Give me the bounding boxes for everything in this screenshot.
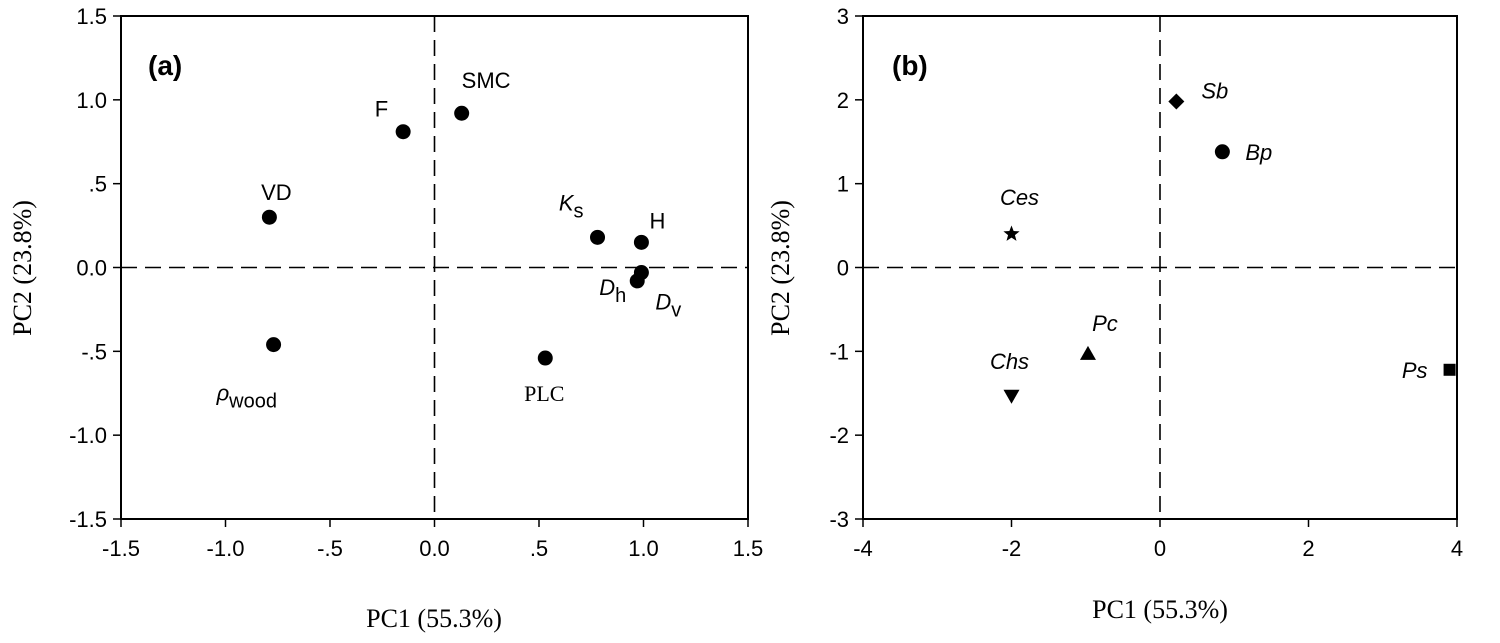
x-tick-label: 1.0 <box>628 536 659 561</box>
zero-lines <box>863 16 1457 519</box>
y-tick-label: 0.0 <box>76 256 107 281</box>
x-tick-label: -1.0 <box>207 536 245 561</box>
y-tick-label: -2 <box>829 423 849 448</box>
point-label: Chs <box>990 349 1029 374</box>
data-point-f <box>395 124 411 140</box>
y-tick-label: -1 <box>829 339 849 364</box>
point-label: Ps <box>1402 358 1428 383</box>
data-point-smc <box>454 105 470 121</box>
x-tick-label: 4 <box>1451 536 1463 561</box>
x-tick-label: -2 <box>1002 536 1022 561</box>
y-tick-label: 1.0 <box>76 88 107 113</box>
point-label: Dv <box>655 290 681 322</box>
x-tick-label: 0 <box>1154 536 1166 561</box>
x-tick-label: 1.5 <box>733 536 764 561</box>
data-point--wood <box>266 337 282 353</box>
data-point-ks <box>590 229 606 245</box>
data-point-dh <box>629 273 645 289</box>
y-tick-label: 1 <box>837 172 849 197</box>
data-point-bp <box>1214 144 1230 160</box>
x-tick-label: 0.0 <box>419 536 450 561</box>
point-label: PLC <box>524 381 564 406</box>
panel-label: (a) <box>148 50 182 81</box>
data-point-h <box>633 234 649 250</box>
point-label: H <box>649 208 665 233</box>
point-label: SMC <box>462 68 511 93</box>
y-tick-label: -3 <box>829 507 849 532</box>
data-points: Sb Bp Ces Pc Chs Ps <box>990 79 1456 404</box>
y-tick-label: 1.5 <box>76 4 107 29</box>
data-point-pc <box>1079 345 1096 360</box>
x-tick-label: -1.5 <box>102 536 140 561</box>
point-label: Dh <box>599 275 626 307</box>
data-point-vd <box>261 209 277 225</box>
x-tick-label: -4 <box>853 536 873 561</box>
x-tick-label: .5 <box>530 536 548 561</box>
panel-b: -4 -2 0 2 4 3 2 1 0 -1 -2 -3 Sb Bp Ces Pc Chs Ps (b) PC… <box>766 4 1463 624</box>
data-point-plc <box>537 350 553 366</box>
point-label: Ks <box>559 190 584 222</box>
y-tick-label: 2 <box>837 88 849 113</box>
x-axis-title: PC1 (55.3%) <box>366 604 502 633</box>
y-axis-title: PC2 (23.8%) <box>8 200 37 336</box>
data-point-sb <box>1168 93 1185 110</box>
y-tick-label: -1.0 <box>69 423 107 448</box>
point-label: Sb <box>1201 79 1228 104</box>
point-label: Ces <box>1000 185 1039 210</box>
y-tick-label: 0 <box>837 256 849 281</box>
point-label: Pc <box>1092 311 1118 336</box>
x-tick-label: 2 <box>1302 536 1314 561</box>
panel-label: (b) <box>892 50 928 81</box>
x-axis-ticks: -1.5 -1.0 -.5 0.0 .5 1.0 1.5 <box>102 519 763 561</box>
x-axis-title: PC1 (55.3%) <box>1092 595 1228 624</box>
panel-a: -1.5 -1.0 -.5 0.0.5 1.0 1.5 1.51.0.50.0-.5-1.… <box>8 4 763 633</box>
point-label: VD <box>261 180 292 205</box>
data-point-ces <box>1003 225 1020 241</box>
data-point-ps <box>1443 363 1456 376</box>
data-points: SMC F VD Ks H Dv Dh ρwood PLC <box>216 68 682 412</box>
y-axis-title: PC2 (23.8%) <box>766 200 795 336</box>
x-tick-label: -.5 <box>317 536 343 561</box>
y-tick-label: 3 <box>837 4 849 29</box>
point-label: Bp <box>1245 140 1272 165</box>
y-axis-ticks: 1.5 1.0 .5 0.0 -.5 -1.0 -1.5 <box>69 4 121 532</box>
y-tick-label: -.5 <box>81 339 107 364</box>
point-label: ρwood <box>216 381 277 413</box>
data-point-chs <box>1003 389 1020 404</box>
y-axis-ticks: 3 2 1 0 -1 -2 -3 <box>829 4 863 532</box>
point-label: F <box>375 97 388 122</box>
zero-lines <box>121 16 748 519</box>
y-tick-label: -1.5 <box>69 507 107 532</box>
x-axis-ticks: -4 -2 0 2 4 <box>853 519 1463 561</box>
y-tick-label: .5 <box>89 172 107 197</box>
